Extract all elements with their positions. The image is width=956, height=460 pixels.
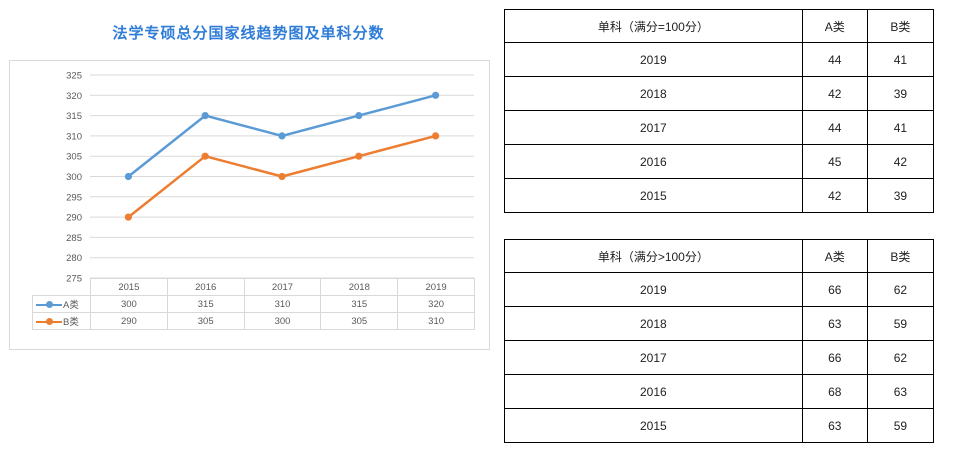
score-cell: 66 [801, 272, 868, 307]
year-cell: 2018 [504, 306, 803, 341]
y-tick-label: 280 [66, 253, 82, 264]
score-cell: 62 [866, 272, 935, 307]
table-row: 2017 44 41 [504, 110, 935, 145]
legend-marker [36, 318, 62, 326]
legend-entry: A类 [32, 295, 91, 313]
table-row: 2016 68 63 [504, 374, 935, 409]
table-row: 2019 66 62 [504, 272, 935, 307]
x-category-label: 2017 [243, 278, 322, 296]
y-tick-label: 325 [66, 71, 82, 82]
score-cell: 44 [801, 110, 868, 145]
header-cell: 单科（满分=100分） [504, 9, 803, 43]
score-cell: 63 [801, 408, 868, 443]
x-category-label: 2015 [90, 278, 168, 296]
y-tick-label: 315 [66, 111, 82, 122]
year-cell: 2019 [504, 272, 803, 307]
data-point [355, 112, 363, 120]
data-value-cell: 310 [243, 295, 322, 313]
header-cell: 单科（满分>100分） [504, 239, 803, 273]
header-cell: B类 [866, 239, 935, 273]
y-tick-label: 310 [66, 131, 82, 142]
year-cell: 2015 [504, 178, 803, 213]
score-cell: 39 [866, 178, 935, 213]
score-cell: 39 [866, 76, 935, 111]
score-cell: 44 [801, 42, 868, 77]
table-row: 2016 45 42 [504, 144, 935, 179]
x-category-label: 2019 [397, 278, 475, 296]
data-point [355, 152, 363, 160]
y-tick-label: 300 [66, 172, 82, 183]
table-corner [32, 278, 91, 296]
year-cell: 2015 [504, 408, 803, 443]
score-table-full-100: 单科（满分=100分） A类 B类 2019 44 41 2018 42 39 2017 44 41 2… [504, 9, 935, 213]
data-value-cell: 300 [243, 312, 322, 330]
header-cell: B类 [866, 9, 935, 43]
chart-title: 法学专硕总分国家线趋势图及单科分数 [112, 24, 385, 42]
year-cell: 2019 [504, 42, 803, 77]
data-point [124, 172, 132, 181]
table-row: 2015 63 59 [504, 408, 935, 443]
score-cell: 42 [801, 76, 868, 111]
data-value-cell: 290 [90, 312, 168, 330]
data-value-cell: 310 [397, 312, 475, 330]
data-value-cell: 300 [90, 295, 168, 313]
table-row: 2015 42 39 [504, 178, 935, 213]
data-value-cell: 305 [320, 312, 399, 330]
score-cell: 41 [866, 110, 935, 145]
year-cell: 2016 [504, 374, 803, 409]
table-row: 2019 44 41 [504, 42, 935, 77]
score-cell: 59 [866, 306, 935, 341]
data-value-cell: 315 [320, 295, 399, 313]
year-cell: 2016 [504, 144, 803, 179]
table-row: 2017 66 62 [504, 340, 935, 375]
score-cell: 63 [866, 374, 935, 409]
table-row: 2018 42 39 [504, 76, 935, 111]
data-point [201, 112, 209, 120]
score-cell: 41 [866, 42, 935, 77]
legend-label: B类 [63, 317, 79, 328]
data-value-cell: 305 [166, 312, 245, 330]
data-value-cell: 315 [166, 295, 245, 313]
y-tick-label: 290 [66, 213, 82, 224]
score-cell: 45 [801, 144, 868, 179]
header-cell: A类 [801, 9, 868, 43]
year-cell: 2018 [504, 76, 803, 111]
line-chart: 325 320 315 310 305 300 295 290 285 280 275 2015 20… [9, 60, 490, 350]
chart-data-table: 2015 2016 2017 2018 2019 A类 300 315 310 315 320 B类 2… [32, 278, 475, 330]
score-cell: 42 [866, 144, 935, 179]
data-point [201, 152, 209, 160]
x-category-label: 2018 [320, 278, 399, 296]
score-cell: 68 [801, 374, 868, 409]
year-cell: 2017 [504, 340, 803, 375]
score-cell: 66 [801, 340, 868, 375]
score-cell: 59 [866, 408, 935, 443]
year-cell: 2017 [504, 110, 803, 145]
y-tick-label: 305 [66, 152, 82, 163]
data-point [124, 213, 132, 221]
table-row: 2018 63 59 [504, 306, 935, 341]
legend-marker [36, 301, 62, 309]
data-point [432, 132, 440, 140]
data-value-cell: 320 [397, 295, 475, 313]
data-point [278, 132, 286, 140]
legend-entry: B类 [32, 312, 91, 330]
legend-label: A类 [63, 300, 79, 311]
score-table-over-100: 单科（满分>100分） A类 B类 2019 66 62 2018 63 59 2017 66 62 2… [504, 239, 935, 443]
score-cell: 63 [801, 306, 868, 341]
score-cell: 42 [801, 178, 868, 213]
score-cell: 62 [866, 340, 935, 375]
y-tick-label: 285 [66, 233, 82, 244]
y-tick-label: 320 [66, 91, 82, 102]
x-category-label: 2016 [166, 278, 245, 296]
header-cell: A类 [801, 239, 868, 273]
data-point [432, 91, 440, 99]
data-point [278, 172, 286, 181]
y-tick-label: 295 [66, 192, 82, 203]
